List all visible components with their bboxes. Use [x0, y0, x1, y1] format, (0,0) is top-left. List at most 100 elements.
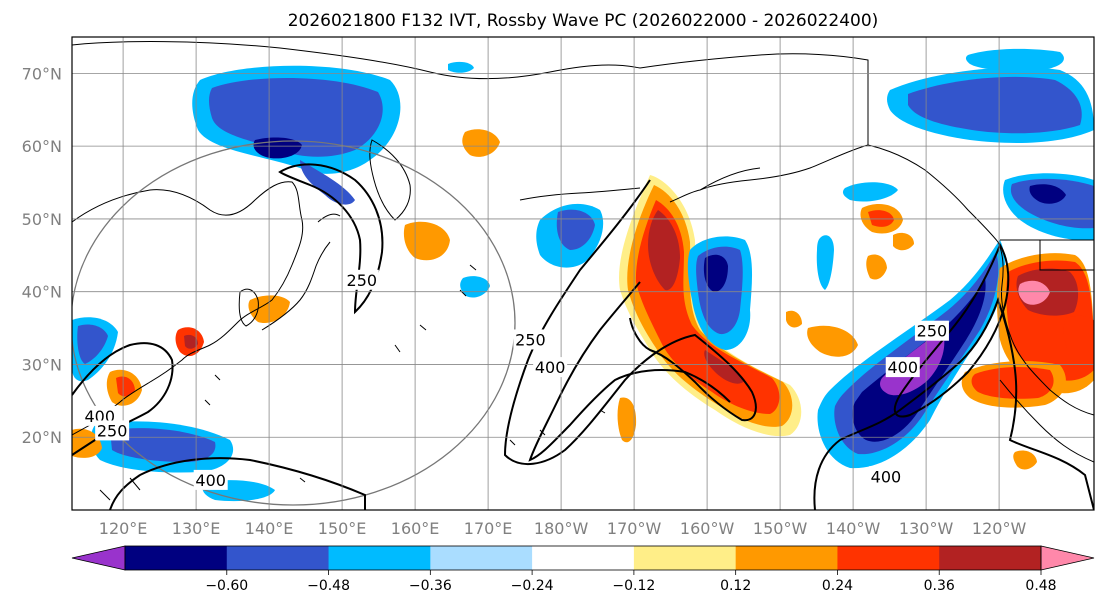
colorbar-segment	[735, 546, 838, 570]
lat-tick-label: 20°N	[22, 428, 62, 447]
coast-siberia	[72, 41, 641, 80]
lat-tick-label: 50°N	[22, 210, 62, 229]
colorbar-tick-label: −0.48	[307, 578, 350, 594]
colorbar-tick-label: 0.36	[924, 578, 955, 594]
contour-400-south	[109, 457, 366, 510]
border-us-canada	[867, 60, 1094, 271]
coast-alaska	[639, 53, 869, 203]
contour-label-bg	[95, 420, 130, 441]
anomaly-nep-pos1-core	[868, 210, 894, 227]
contour-400-east	[813, 297, 1094, 510]
anomaly-cnp-neg2	[460, 276, 490, 298]
anomaly-cnp-neg1-inner	[556, 209, 595, 250]
colorbar-tick-label: −0.60	[205, 578, 248, 594]
colorbar-segment	[837, 546, 940, 570]
lon-tick-label: 170°W	[607, 519, 662, 538]
lon-tick-label: 130°W	[899, 519, 954, 538]
longitude-tick-labels: 120°E 130°E 140°E 150°E 160°E 170°E 180°W 170°W…	[99, 519, 1027, 538]
colorbar-frame	[124, 545, 1042, 571]
anomaly-scs-neg-inner	[110, 428, 216, 462]
colorbar-segment	[532, 546, 635, 570]
latitude-tick-labels: 70°N 60°N 50°N 40°N 30°N 20°N	[22, 64, 62, 447]
lat-tick-label: 30°N	[22, 355, 62, 374]
gridlines	[72, 37, 1094, 510]
anomaly-nep-neg1	[842, 182, 898, 202]
colorbar-tick-label: 0.48	[1025, 578, 1056, 594]
lon-tick-label: 150°W	[753, 519, 808, 538]
lon-tick-label: 140°W	[826, 519, 881, 538]
anomaly-cnp-pos1	[462, 129, 500, 157]
contour-label-bg	[193, 469, 228, 490]
anomaly-baja-pos-core	[971, 366, 1054, 399]
contour-label-bg	[533, 357, 568, 378]
colorbar-segment	[633, 546, 737, 570]
contour-250-kamchatka	[278, 163, 384, 315]
anomaly-arctic-neg	[965, 48, 1064, 71]
contour-label: 250	[917, 322, 948, 341]
coast-mexico	[999, 379, 1094, 463]
colorbar-segment	[125, 546, 228, 570]
coast-japan	[261, 213, 341, 331]
anomaly-e-pos	[1063, 315, 1094, 371]
coast-kamchatka	[369, 139, 411, 221]
anomaly-china-pos-core	[184, 334, 198, 349]
anomaly-bc-neg-core	[1029, 184, 1066, 204]
colorbar-tick-label: 0.12	[720, 578, 751, 594]
lon-tick-label: 120°W	[972, 519, 1027, 538]
anomaly-china-neg-inner	[77, 324, 108, 364]
map-frame	[71, 36, 1095, 511]
coast-canada	[867, 144, 1094, 416]
anomaly-ar-plume-tail	[704, 350, 745, 384]
lon-tick-label: 170°E	[464, 519, 513, 538]
anomaly-mex-pos	[1013, 450, 1037, 470]
anomaly-nep-pos4	[893, 232, 914, 251]
colorbar: −0.60 −0.48 −0.36 −0.24 −0.12 0.12 0.24 0.36 0.4…	[71, 545, 1095, 594]
coast-asia	[72, 181, 304, 436]
contour-250-central	[503, 179, 757, 466]
lon-tick-label: 160°E	[391, 519, 440, 538]
coast-korea	[238, 288, 259, 327]
lon-tick-label: 160°W	[680, 519, 735, 538]
lon-tick-label: 130°E	[172, 519, 221, 538]
colorbar-segment	[430, 546, 533, 570]
anomaly-nep-pos3	[866, 254, 887, 280]
anomaly-okhotsk-inner	[209, 77, 383, 157]
anomaly-nep-pos2	[807, 325, 858, 357]
contour-label-bg	[914, 320, 949, 341]
lat-tick-label: 60°N	[22, 137, 62, 156]
colorbar-tick-label: −0.12	[612, 578, 655, 594]
contour-label-bg	[885, 357, 920, 378]
colorbar-extend-high	[1040, 545, 1095, 571]
anomaly-nep-neg2	[816, 235, 834, 290]
lon-tick-label: 120°E	[99, 519, 148, 538]
contour-250-east	[893, 242, 1010, 418]
colorbar-segment	[328, 546, 431, 570]
contour-label: 400	[535, 358, 566, 377]
anomaly-ar-plume-core	[648, 210, 680, 291]
contour-label-bg	[868, 466, 903, 487]
contour-label: 250	[515, 330, 546, 349]
lat-tick-label: 70°N	[22, 64, 62, 83]
anomaly-uswest-pos-peak	[1018, 280, 1050, 305]
colorbar-tick-label: −0.36	[409, 578, 452, 594]
contour-label-bg	[513, 329, 548, 350]
region-ellipse	[72, 140, 516, 506]
coastlines	[72, 41, 1094, 501]
anomaly-trough-neg-core	[703, 254, 728, 292]
contour-label: 250	[97, 421, 128, 440]
colorbar-tick-label: −0.24	[511, 578, 554, 594]
lon-tick-label: 180°W	[534, 519, 589, 538]
contour-400-central	[528, 281, 731, 462]
anomaly-south-pos	[617, 397, 637, 443]
contour-label: 400	[871, 467, 902, 486]
ivt-shading	[72, 48, 1094, 502]
anomaly-taiwan-pos-core	[116, 376, 135, 397]
lon-tick-label: 150°E	[318, 519, 367, 538]
anomaly-okhotsk-tail	[300, 160, 355, 205]
lon-tick-label: 140°E	[245, 519, 294, 538]
colorbar-extend-low	[71, 545, 126, 571]
anomaly-arctic-pos	[448, 61, 474, 73]
